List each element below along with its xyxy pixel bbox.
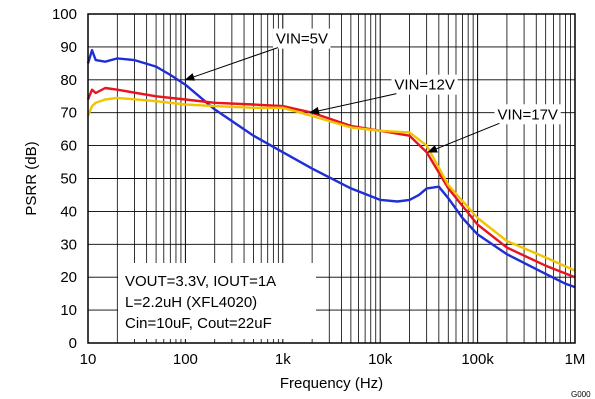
condition-line: L=2.2uH (XFL4020) (125, 294, 257, 311)
y-axis-label: PSRR (dB) (23, 141, 40, 215)
y-tick-label: 10 (60, 302, 77, 319)
x-tick-label: 100 (173, 351, 198, 368)
figure-id: G000 (571, 390, 591, 399)
x-axis-label: Frequency (Hz) (280, 375, 383, 392)
condition-line: Cin=10uF, Cout=22uF (125, 315, 272, 332)
y-tick-label: 70 (60, 105, 77, 122)
condition-line: VOUT=3.3V, IOUT=1A (125, 273, 276, 290)
y-tick-label: 60 (60, 138, 77, 155)
y-tick-label: 20 (60, 269, 77, 286)
y-tick-label: 80 (60, 72, 77, 89)
annotation-arrow (310, 94, 396, 113)
x-tick-label: 1k (275, 351, 291, 368)
series-line-vin-5v (88, 50, 575, 287)
x-tick-label: 10 (80, 351, 97, 368)
x-tick-label: 1M (565, 351, 586, 368)
x-tick-label: 100k (461, 351, 494, 368)
annotation-label: VIN=17V (497, 106, 557, 123)
annotation-label: VIN=5V (276, 31, 328, 48)
y-tick-label: 40 (60, 203, 77, 220)
y-tick-label: 50 (60, 171, 77, 188)
y-tick-label: 90 (60, 39, 77, 56)
y-tick-label: 0 (69, 335, 77, 352)
annotation-label: VIN=12V (394, 77, 454, 94)
series-layer (88, 50, 575, 287)
y-tick-label: 100 (52, 6, 77, 23)
y-tick-label: 30 (60, 236, 77, 253)
x-tick-label: 10k (368, 351, 393, 368)
conditions-background: VOUT=3.3V, IOUT=1A L=2.2uH (XFL4020) Cin=1… (118, 263, 316, 339)
